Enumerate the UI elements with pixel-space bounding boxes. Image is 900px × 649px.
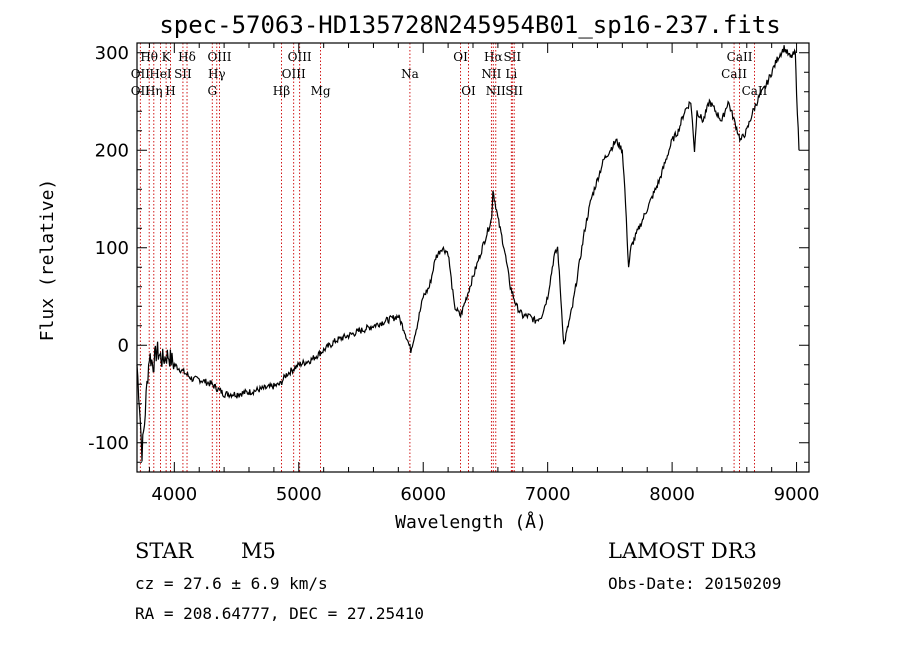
spectral-line-label: Li — [505, 67, 517, 81]
y-tick-label: 300 — [95, 43, 129, 64]
spectral-line-label: Na — [401, 67, 419, 81]
spectral-line-label: Hα — [484, 50, 503, 64]
spectral-line-label: SII — [174, 67, 192, 81]
spectral-line-label: CaII — [721, 67, 747, 81]
spectral-line-label: CaII — [727, 50, 753, 64]
spectral-line-label: NII — [481, 67, 501, 81]
spectral-line-label: HeI — [149, 67, 172, 81]
y-axis-label: Flux (relative) — [37, 179, 58, 342]
plot-frame — [136, 42, 810, 473]
object-subclass: M5 — [241, 539, 276, 563]
spectral-line-label: Hδ — [178, 50, 196, 64]
y-tick-label: 100 — [95, 238, 129, 259]
object-class: STAR — [135, 539, 194, 563]
spectral-line-label: G — [207, 84, 217, 98]
spectral-line-label: OIII — [288, 50, 312, 64]
spectral-line-label: OIII — [207, 50, 231, 64]
spectral-line-label: NII — [486, 84, 506, 98]
axis-ticks: 4000 5000 6000 7000 8000 9000 -100 0 100 200 300 — [88, 43, 819, 505]
spectral-line-label: Hγ — [208, 67, 226, 81]
spectral-line-label: Mg — [311, 84, 331, 98]
redshift-cz: cz = 27.6 ± 6.9 km/s — [135, 574, 328, 593]
survey-name: LAMOST DR3 — [608, 539, 757, 563]
x-tick-label: 7000 — [525, 484, 571, 505]
spectral-line-label: Hβ — [273, 84, 290, 98]
spectral-line-label: Hθ — [140, 50, 158, 64]
x-axis-label: Wavelength (Å) — [395, 511, 547, 533]
ra-dec-coordinates: RA = 208.64777, DEC = 27.25410 — [135, 604, 424, 623]
spectral-line-label: SII — [505, 84, 523, 98]
spectral-line-label: OIII — [282, 67, 306, 81]
spectrum-series-line — [136, 45, 800, 462]
spectral-line-label: SII — [503, 50, 521, 64]
spectral-line-label: OI — [453, 50, 468, 64]
x-tick-label: 4000 — [151, 484, 197, 505]
x-tick-label: 6000 — [400, 484, 446, 505]
spectral-line-label: Hη — [145, 84, 163, 98]
spectral-line-markers: Hθ OII OII K HeI Hη Hδ SII H OIII Hγ G OIII OIII Hβ Mg N… — [131, 43, 768, 472]
spectral-line-label: OII — [131, 84, 151, 98]
spectral-line-label: CaII — [742, 84, 768, 98]
y-tick-label: 0 — [118, 335, 129, 356]
chart-title: spec-57063-HD135728N245954B01_sp16-237.f… — [159, 11, 780, 39]
observation-date: Obs-Date: 20150209 — [608, 574, 781, 593]
spectral-line-label: H — [165, 84, 175, 98]
x-tick-label: 5000 — [276, 484, 322, 505]
y-tick-label: 200 — [95, 140, 129, 161]
spectral-line-label: OI — [461, 84, 476, 98]
spectral-line-label: K — [162, 50, 172, 64]
x-tick-label: 9000 — [774, 484, 820, 505]
x-tick-label: 8000 — [649, 484, 695, 505]
spectral-line-label: OII — [131, 67, 151, 81]
y-tick-label: -100 — [88, 433, 129, 454]
